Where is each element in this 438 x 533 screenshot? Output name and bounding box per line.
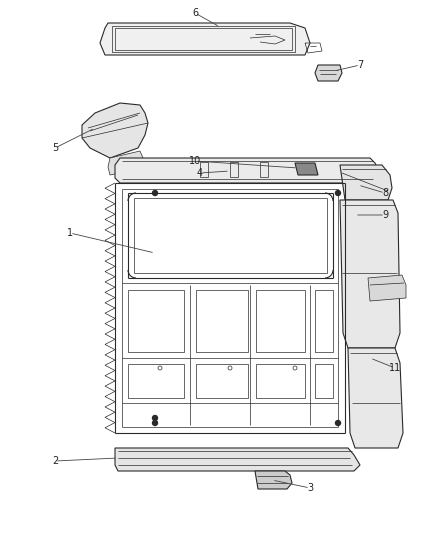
Polygon shape bbox=[368, 275, 406, 301]
Polygon shape bbox=[115, 448, 360, 471]
Circle shape bbox=[152, 190, 158, 196]
Polygon shape bbox=[108, 151, 143, 175]
Text: 3: 3 bbox=[307, 483, 313, 493]
Polygon shape bbox=[315, 65, 342, 81]
Polygon shape bbox=[340, 200, 400, 348]
Text: 6: 6 bbox=[192, 8, 198, 18]
Circle shape bbox=[336, 190, 340, 196]
Polygon shape bbox=[348, 348, 403, 448]
Text: 8: 8 bbox=[382, 188, 388, 198]
Text: 1: 1 bbox=[67, 228, 73, 238]
Polygon shape bbox=[115, 158, 380, 183]
Circle shape bbox=[152, 421, 158, 425]
Polygon shape bbox=[295, 163, 318, 175]
Polygon shape bbox=[82, 103, 148, 158]
Text: 10: 10 bbox=[189, 156, 201, 166]
Text: 7: 7 bbox=[357, 60, 363, 70]
Text: 9: 9 bbox=[382, 210, 388, 220]
Text: 4: 4 bbox=[197, 168, 203, 178]
Polygon shape bbox=[255, 471, 292, 489]
Circle shape bbox=[152, 416, 158, 421]
Text: 5: 5 bbox=[52, 143, 58, 153]
Circle shape bbox=[336, 421, 340, 425]
Polygon shape bbox=[100, 23, 310, 55]
Text: 11: 11 bbox=[389, 363, 401, 373]
Polygon shape bbox=[340, 165, 392, 200]
Text: 2: 2 bbox=[52, 456, 58, 466]
